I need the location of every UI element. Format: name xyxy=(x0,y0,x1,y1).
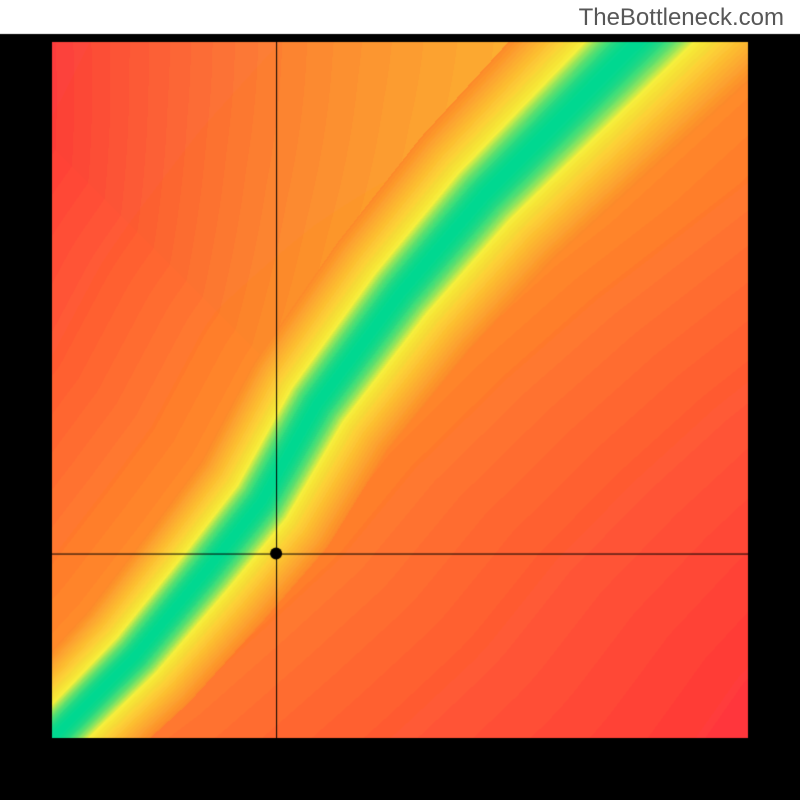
watermark-text: TheBottleneck.com xyxy=(579,4,784,32)
bottleneck-heatmap xyxy=(0,0,800,800)
chart-container: TheBottleneck.com xyxy=(0,0,800,800)
